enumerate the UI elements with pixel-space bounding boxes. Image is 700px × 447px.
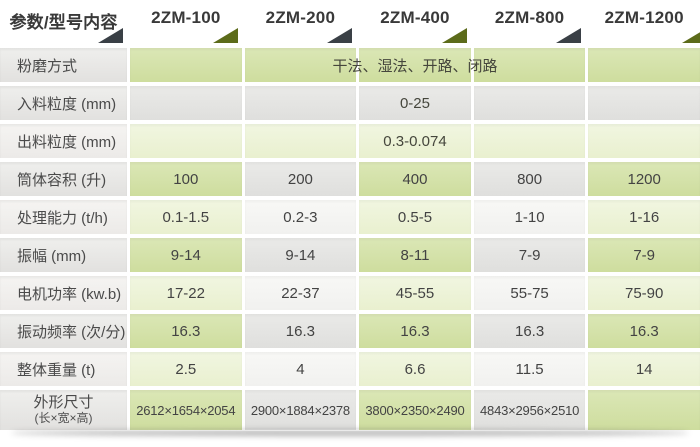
- row-label-text: 出料粒度 (mm): [17, 133, 117, 151]
- row-label-text: 振幅 (mm): [17, 247, 87, 265]
- table-cell-bg: [244, 48, 357, 82]
- header-cell-2zm-100: 2ZM-100: [130, 0, 242, 44]
- table-cell-bg: [588, 86, 700, 120]
- table-cell-bg: [130, 124, 242, 158]
- table-cell-bg: [244, 124, 357, 158]
- corner-triangle-icon: [212, 28, 238, 43]
- row-label-text: 电机功率 (kw.b): [17, 285, 122, 303]
- table-cell-capacity: 1-16: [588, 200, 700, 234]
- table-cell-amplitude: 9-14: [130, 238, 242, 272]
- table-cell-bg: [359, 124, 471, 158]
- row-label-total-weight: 整体重量 (t): [0, 352, 127, 386]
- table-cell-bg: [473, 124, 586, 158]
- table-cell-total-weight: 11.5: [473, 352, 586, 386]
- header-cell-2zm-200: 2ZM-200: [244, 0, 357, 44]
- row-label-text: 外形尺寸: [33, 394, 94, 412]
- header-model-label: 2ZM-1200: [604, 8, 684, 27]
- row-label-text: 整体重量 (t): [17, 361, 96, 379]
- table-cell-motor-power: 75-90: [588, 276, 700, 310]
- table-cell-cylinder-volume: 100: [130, 162, 242, 196]
- header-cell-2zm-400: 2ZM-400: [359, 0, 471, 44]
- table-cell-vibration-frequency: 16.3: [130, 314, 242, 348]
- header-model-label: 2ZM-400: [380, 8, 450, 27]
- row-label-amplitude: 振幅 (mm): [0, 238, 127, 272]
- row-label-text: 处理能力 (t/h): [17, 209, 108, 227]
- table-cell-bg: [359, 48, 471, 82]
- row-label-text: 入料粒度 (mm): [17, 95, 117, 113]
- table-cell-motor-power: 55-75: [473, 276, 586, 310]
- table-cell-dimensions: [588, 390, 700, 430]
- table-cell-motor-power: 45-55: [359, 276, 471, 310]
- corner-triangle-icon: [98, 28, 123, 43]
- table-cell-total-weight: 2.5: [130, 352, 242, 386]
- table-cell-vibration-frequency: 16.3: [473, 314, 586, 348]
- table-cell-dimensions: 2612×1654×2054: [130, 390, 242, 430]
- row-label-text: 粉磨方式: [17, 57, 78, 75]
- header-model-label: 2ZM-100: [151, 8, 221, 27]
- table-cell-total-weight: 14: [588, 352, 700, 386]
- corner-triangle-icon: [556, 28, 582, 43]
- spec-table: 参数/型号内容 2ZM-100 2ZM-200 2ZM-400 2ZM-800 2ZM-1…: [0, 0, 700, 430]
- row-label-text: 筒体容积 (升): [17, 171, 107, 189]
- table-cell-amplitude: 7-9: [473, 238, 586, 272]
- table-cell-cylinder-volume: 800: [473, 162, 586, 196]
- row-label-cylinder-volume: 筒体容积 (升): [0, 162, 127, 196]
- table-cell-vibration-frequency: 16.3: [244, 314, 357, 348]
- header-param-label: 参数/型号内容: [9, 13, 118, 32]
- row-label-subtext: (长×宽×高): [34, 410, 93, 425]
- table-cell-total-weight: 6.6: [359, 352, 471, 386]
- table-cell-total-weight: 4: [244, 352, 357, 386]
- table-cell-cylinder-volume: 400: [359, 162, 471, 196]
- table-cell-bg: [588, 124, 700, 158]
- table-cell-bg: [130, 86, 242, 120]
- table-cell-cylinder-volume: 1200: [588, 162, 700, 196]
- header-cell-params: 参数/型号内容: [0, 0, 127, 44]
- table-cell-amplitude: 7-9: [588, 238, 700, 272]
- table-cell-bg: [130, 48, 242, 82]
- corner-triangle-icon: [441, 28, 467, 43]
- table-cell-dimensions: 4843×2956×2510: [473, 390, 586, 430]
- table-cell-vibration-frequency: 16.3: [359, 314, 471, 348]
- corner-triangle-icon: [681, 28, 700, 43]
- table-cell-capacity: 1-10: [473, 200, 586, 234]
- header-model-label: 2ZM-200: [265, 8, 336, 27]
- table-cell-capacity: 0.1-1.5: [130, 200, 242, 234]
- row-label-dimensions: 外形尺寸 (长×宽×高): [0, 390, 127, 430]
- table-cell-bg: [244, 86, 357, 120]
- row-label-text: 振动频率 (次/分): [17, 323, 126, 341]
- table-cell-motor-power: 17-22: [130, 276, 242, 310]
- header-cell-2zm-800: 2ZM-800: [473, 0, 586, 44]
- table-cell-amplitude: 9-14: [244, 238, 357, 272]
- table-cell-cylinder-volume: 200: [244, 162, 357, 196]
- table-cell-bg: [588, 48, 700, 82]
- table-cell-capacity: 0.2-3: [244, 200, 357, 234]
- row-label-capacity: 处理能力 (t/h): [0, 200, 127, 234]
- row-label-motor-power: 电机功率 (kw.b): [0, 276, 127, 310]
- table-cell-amplitude: 8-11: [359, 238, 471, 272]
- table-drop-shadow: [14, 429, 686, 431]
- table-cell-bg: [359, 86, 471, 120]
- row-label-vibration-frequency: 振动频率 (次/分): [0, 314, 127, 348]
- header-cell-2zm-1200: 2ZM-1200: [588, 0, 700, 44]
- corner-triangle-icon: [327, 28, 353, 43]
- table-cell-dimensions: 2900×1884×2378: [244, 390, 357, 430]
- table-cell-bg: [473, 86, 586, 120]
- header-model-label: 2ZM-800: [494, 8, 565, 27]
- table-cell-bg: [473, 48, 586, 82]
- table-cell-motor-power: 22-37: [244, 276, 357, 310]
- table-cell-capacity: 0.5-5: [359, 200, 471, 234]
- row-label-feed-size: 入料粒度 (mm): [0, 86, 127, 120]
- row-label-discharge-size: 出料粒度 (mm): [0, 124, 127, 158]
- table-cell-dimensions: 3800×2350×2490: [359, 390, 471, 430]
- table-cell-vibration-frequency: 16.3: [588, 314, 700, 348]
- row-label-grinding-method: 粉磨方式: [0, 48, 127, 82]
